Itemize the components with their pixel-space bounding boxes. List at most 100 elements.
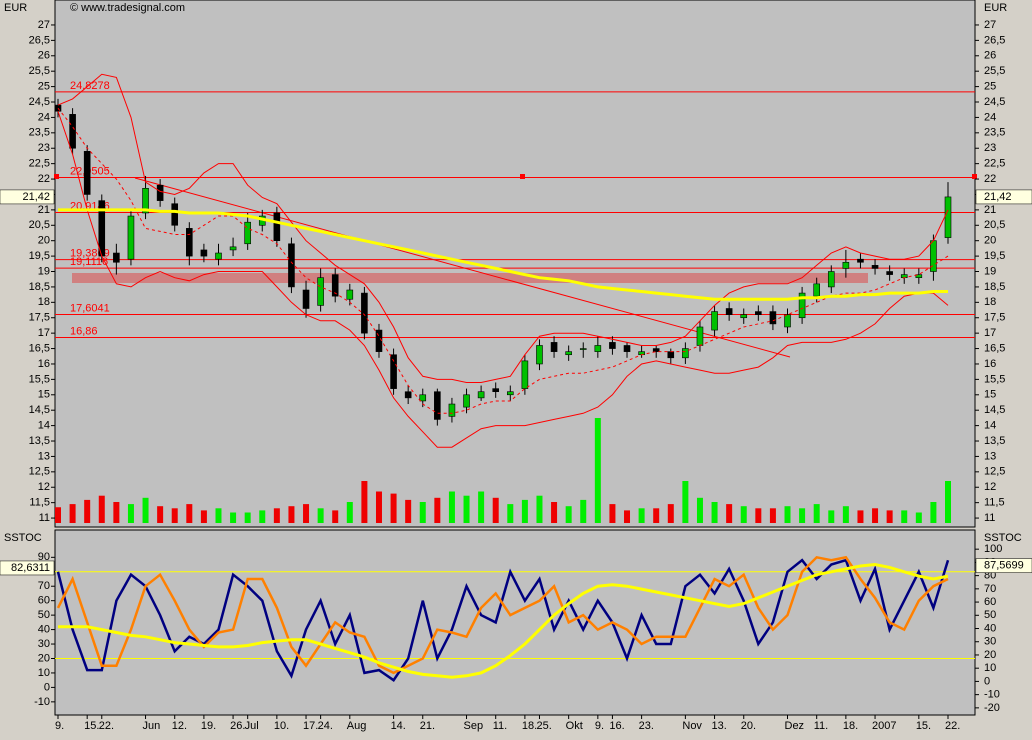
y-tick-label: 13,5 (984, 435, 1005, 447)
candle-body (798, 292, 806, 319)
x-tick-label: 24. (318, 720, 333, 732)
y-tick-label: 14,5 (984, 404, 1005, 416)
y-tick-label: 20,5 (984, 219, 1005, 231)
volume-bar (624, 510, 631, 523)
y-tick-label: 23 (38, 142, 50, 154)
x-tick-label: Jun (143, 720, 161, 732)
candle-body (740, 314, 748, 319)
volume-bar (390, 493, 397, 523)
x-tick-label: 16. (609, 720, 624, 732)
panel-title: SSTOC (4, 532, 42, 544)
volume-bar (332, 510, 339, 523)
volume-bar (872, 508, 879, 523)
volume-bar (799, 508, 806, 523)
volume-bar (886, 510, 893, 523)
last-value-label: 87,5699 (984, 560, 1024, 572)
y-tick-label: 0 (44, 681, 50, 693)
candle-body (944, 196, 952, 238)
candle-body (302, 289, 310, 309)
y-tick-label: 11 (39, 512, 50, 524)
volume-bar (186, 504, 193, 523)
handle (54, 174, 59, 179)
volume-bar (857, 510, 864, 523)
y-tick-label: 60 (38, 595, 50, 607)
volume-bar (434, 497, 441, 523)
candle-body (550, 342, 558, 352)
trendline (134, 177, 791, 358)
candle-body (346, 289, 354, 300)
y-tick-label: 14 (38, 420, 50, 432)
candle-body (186, 228, 193, 257)
y2-tick-label: 40 (984, 622, 996, 634)
candle-body (915, 274, 923, 278)
x-tick-label: 25. (536, 720, 551, 732)
candle-body (652, 348, 660, 352)
candle-body (404, 391, 412, 399)
y2-tick-label: 20 (984, 649, 996, 661)
candle-body (536, 345, 543, 365)
y-tick-label: 25 (984, 81, 996, 93)
volume-bar (638, 508, 645, 523)
y-tick-label: 17,5 (29, 312, 50, 324)
candle-body (156, 184, 164, 201)
y2-tick-label: 70 (984, 583, 996, 595)
candle-body (711, 311, 718, 331)
y-tick-label: 24,5 (29, 96, 50, 108)
volume-bar (901, 510, 908, 523)
y-tick-label: 18,5 (29, 281, 50, 293)
y-tick-label: 20 (38, 235, 50, 247)
y-tick-label: 17,5 (984, 312, 1005, 324)
candle-body (842, 261, 850, 269)
candle-body (813, 283, 820, 297)
y-tick-label: 22,5 (984, 158, 1005, 170)
y-tick-label: 15 (984, 389, 996, 401)
series-line (57, 107, 949, 414)
candle-body (361, 292, 368, 334)
last-value-label: 21,42 (22, 191, 50, 203)
volume-bar (448, 491, 455, 523)
x-tick-label: 23. (639, 720, 654, 732)
last-value-box (0, 560, 55, 576)
candle-body (390, 354, 397, 389)
last-value-box (975, 189, 1032, 205)
level-label: 19,1116 (70, 256, 108, 268)
volume-bar (157, 506, 164, 523)
y-tick-label: 19 (984, 265, 996, 277)
y2-tick-label: 30 (984, 636, 996, 648)
last-value-box (0, 189, 55, 205)
y-tick-label: 17 (984, 327, 996, 339)
y-tick-label: 25,5 (29, 65, 50, 77)
x-tick-label: 26. (230, 720, 245, 732)
candle-body (609, 342, 616, 349)
candle-body (69, 114, 76, 149)
y-tick-label: 15,5 (29, 373, 50, 385)
volume-bar (200, 510, 207, 523)
x-tick-label: 11. (814, 720, 828, 732)
volume-bar (930, 502, 937, 523)
volume-bar (375, 491, 382, 523)
y2-tick-label: 0 (984, 675, 990, 687)
volume-bar (463, 495, 470, 523)
volume-bar (653, 508, 660, 523)
volume-bar (813, 504, 820, 523)
candle-body (886, 271, 893, 275)
volume-bar (711, 502, 718, 523)
x-tick-label: 22. (945, 720, 960, 732)
y-tick-label: 12 (984, 481, 996, 493)
candle-body (506, 391, 514, 396)
volume-bar (244, 512, 251, 523)
x-tick-label: Aug (347, 720, 367, 732)
candle-body (375, 329, 383, 352)
volume-bar (127, 504, 134, 523)
volume-bar (55, 507, 61, 523)
volume-bar (273, 508, 280, 523)
y-tick-label: 21 (984, 204, 996, 216)
volume-bar (769, 508, 776, 523)
candle-body (200, 249, 208, 257)
y-tick-label: 16 (984, 358, 996, 370)
y-tick-label: 26 (38, 50, 50, 62)
x-tick-label: 22. (99, 720, 114, 732)
volume-bar (215, 508, 222, 523)
